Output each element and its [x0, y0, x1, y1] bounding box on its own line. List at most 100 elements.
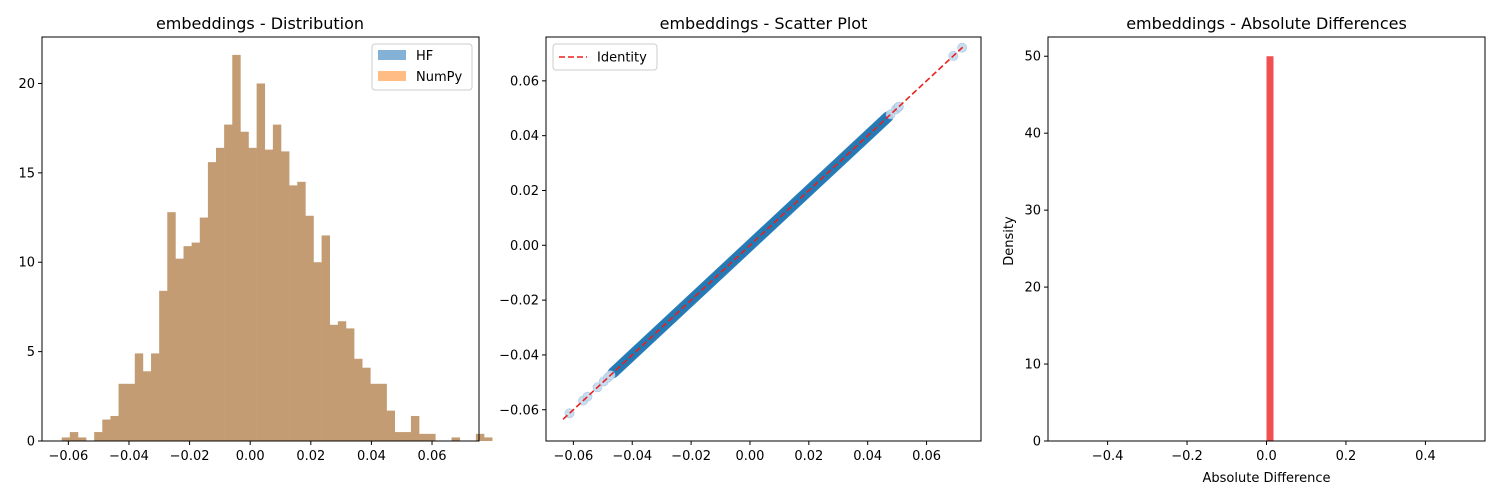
histogram-bar — [191, 242, 201, 441]
distribution-ytick-label: 5 — [27, 345, 35, 360]
abs-diff-axes-frame — [1047, 36, 1486, 442]
distribution-xtick-label: 0.04 — [357, 449, 386, 464]
histogram-bar — [142, 371, 152, 441]
scatter-panel: embeddings - Scatter Plot −0.06 −0.04 −0.0… — [499, 14, 982, 464]
histogram-bar — [354, 358, 363, 441]
distribution-ytick-label: 0 — [27, 435, 35, 450]
abs-diff-ytick-label: 20 — [1024, 281, 1041, 296]
histogram-bar — [394, 432, 404, 441]
legend-label-numpy: NumPy — [416, 70, 462, 85]
histogram-bar — [126, 383, 136, 441]
abs-diff-bar — [1266, 56, 1274, 441]
distribution-title: embeddings - Distribution — [156, 14, 364, 33]
histogram-bar — [386, 410, 395, 441]
distribution-xtick-label: −0.06 — [48, 449, 88, 464]
histogram-bar — [410, 415, 420, 441]
histogram-bar — [297, 181, 306, 442]
histogram-bar — [475, 433, 485, 441]
histogram-bar — [183, 246, 192, 441]
abs-diff-ytick-label: 50 — [1024, 50, 1041, 65]
histogram-bar — [345, 328, 355, 441]
histogram-bar — [240, 131, 249, 442]
histogram-bar — [175, 258, 184, 441]
scatter-xtick-label: 0.02 — [794, 449, 823, 464]
scatter-xtick-label: 0.04 — [853, 449, 882, 464]
histogram-bar — [289, 185, 298, 441]
legend-box — [552, 43, 658, 71]
abs-diff-xtick-label: 0.2 — [1336, 449, 1357, 464]
abs-diff-xtick-label: −0.2 — [1171, 449, 1203, 464]
abs-diff-xtick-label: 0.4 — [1415, 449, 1436, 464]
scatter-ytick-label: 0.04 — [510, 129, 539, 144]
histogram-bar — [69, 432, 79, 441]
scatter-ytick-label: −0.06 — [499, 403, 539, 418]
scatter-ytick-label: 0.02 — [510, 184, 539, 199]
histogram-bar — [321, 235, 331, 441]
scatter-xtick-label: 0.06 — [912, 449, 941, 464]
histogram-bar — [484, 437, 493, 441]
scatter-ytick-label: 0.06 — [510, 74, 539, 89]
distribution-xtick-label: 0.00 — [236, 449, 265, 464]
histogram-bar — [248, 147, 257, 442]
histogram-bar — [94, 432, 103, 441]
histogram-bar — [102, 419, 111, 441]
distribution-ytick-label: 20 — [18, 77, 35, 92]
histogram-bar — [313, 262, 322, 441]
abs-diff-ytick-label: 40 — [1024, 127, 1041, 142]
distribution-panel: embeddings - Distribution −0.06 −0.04 −0.0… — [18, 14, 493, 464]
scatter-xtick-label: −0.04 — [612, 449, 652, 464]
abs-diff-ylabel: Density — [1002, 216, 1017, 266]
histogram-bar — [427, 433, 436, 441]
scatter-ytick-label: −0.02 — [499, 294, 539, 309]
histogram-bar — [378, 383, 387, 441]
histogram-bar — [232, 54, 241, 442]
legend-swatch-numpy — [378, 71, 406, 81]
scatter-xtick-label: −0.02 — [671, 449, 711, 464]
histogram-bar — [118, 383, 127, 441]
histogram-bar — [110, 415, 119, 441]
abs-diff-ytick-label: 10 — [1024, 358, 1041, 373]
histogram-bar — [224, 124, 233, 441]
abs-diff-xtick-label: 0.0 — [1256, 449, 1277, 464]
scatter-xtick-label: −0.06 — [553, 449, 593, 464]
histogram-bar — [61, 437, 71, 441]
histogram-bar — [402, 432, 412, 441]
histogram-bar — [256, 83, 266, 441]
histogram-bar — [451, 437, 460, 441]
distribution-xtick-label: −0.04 — [109, 449, 149, 464]
distribution-ytick-label: 10 — [18, 256, 35, 271]
scatter-title: embeddings - Scatter Plot — [660, 14, 868, 33]
abs-diff-ytick-label: 0 — [1033, 435, 1041, 450]
identity-line — [562, 46, 964, 420]
histogram-bar — [77, 437, 87, 441]
abs-diff-xtick-label: −0.4 — [1092, 449, 1124, 464]
histogram-bar — [134, 353, 144, 441]
histogram-bar — [216, 147, 225, 442]
histogram-bar — [264, 149, 274, 441]
histogram-bar — [370, 383, 379, 441]
distribution-xtick-label: −0.02 — [170, 449, 210, 464]
histogram-bar — [280, 151, 290, 441]
scatter-axes-frame — [545, 36, 982, 442]
histogram-bar — [207, 162, 217, 441]
distribution-axes-frame — [41, 36, 480, 442]
histogram-bar — [419, 433, 428, 441]
histogram-bar — [151, 353, 160, 441]
distribution-xtick-label: 0.06 — [418, 449, 447, 464]
abs-diff-panel: embeddings - Absolute Differences Absolu… — [1002, 14, 1486, 486]
scatter-ytick-label: −0.04 — [499, 348, 539, 363]
histogram-bar — [329, 324, 339, 441]
distribution-ytick-label: 15 — [18, 166, 35, 181]
legend-swatch-hf — [378, 50, 406, 60]
abs-diff-xlabel: Absolute Difference — [1203, 471, 1331, 486]
histogram-bar — [305, 215, 314, 441]
legend-label-identity: Identity — [597, 51, 647, 66]
histogram-bar — [272, 124, 282, 441]
legend-label-hf: HF — [416, 49, 433, 64]
histogram-bar — [362, 367, 371, 441]
scatter-legend: Identity — [552, 43, 658, 71]
distribution-xtick-label: 0.02 — [296, 449, 325, 464]
histogram-bar — [337, 321, 347, 441]
distribution-legend: HF NumPy — [371, 43, 473, 91]
histogram-bar — [199, 217, 209, 441]
